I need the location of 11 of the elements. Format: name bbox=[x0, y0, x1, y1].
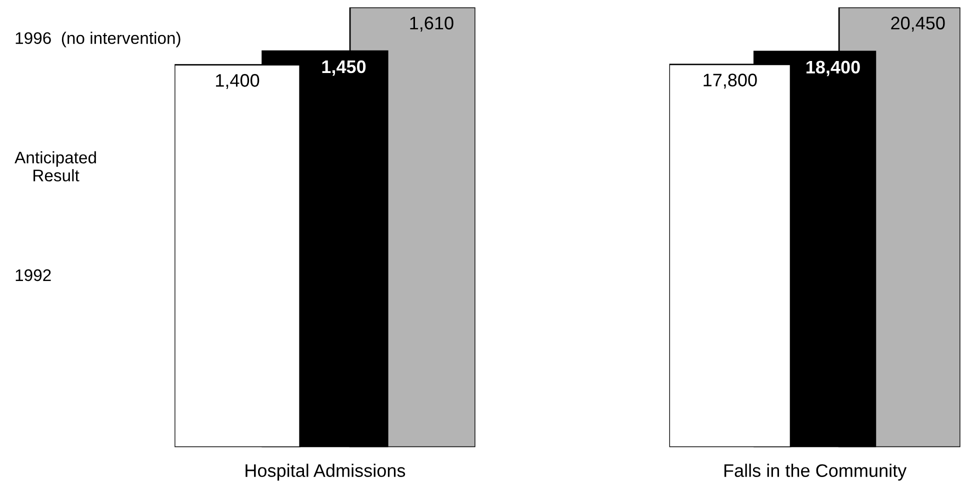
data-label: 1,610 bbox=[410, 16, 454, 32]
data-label: 20,450 bbox=[891, 16, 945, 32]
data-label: 1,450 bbox=[322, 60, 366, 76]
text: 1992 bbox=[16, 269, 51, 282]
data-label: 18,400 bbox=[806, 60, 860, 76]
x-axis-title: Falls in the Community bbox=[724, 464, 907, 481]
data-label: 1,400 bbox=[216, 74, 260, 89]
text: 1996 (no intervention) bbox=[16, 32, 180, 48]
x-axis-title: Hospital Admissions bbox=[246, 464, 406, 481]
text: Anticipated Result bbox=[14, 151, 96, 182]
data-label: 17,800 bbox=[704, 74, 757, 89]
